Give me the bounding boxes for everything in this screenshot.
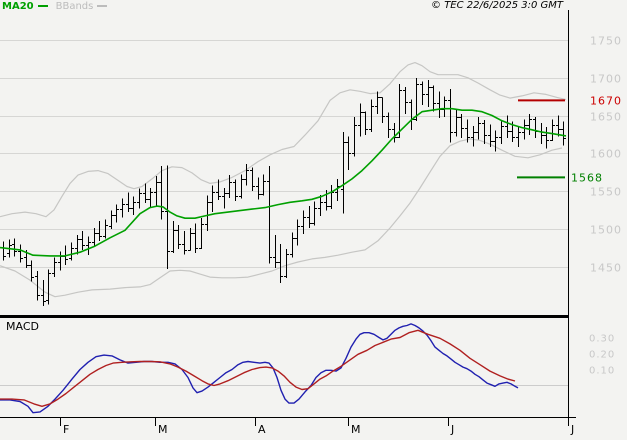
- month-label: M: [158, 423, 168, 436]
- month-label: M: [351, 423, 361, 436]
- macd-signal-line: [0, 329, 516, 407]
- month-label: A: [258, 423, 266, 436]
- ma20-line: [0, 107, 567, 257]
- support-level-label: 1568: [571, 171, 603, 184]
- macd-line: [0, 323, 519, 414]
- price-gridlines: 1750 1700 1650 1600 1550 1500 1450: [0, 35, 622, 275]
- bollinger-upper-line: [0, 61, 567, 218]
- resistance-level-label: 1670: [590, 94, 622, 107]
- price-axis-label: 1750: [590, 35, 622, 48]
- ohlc-bars: [1, 77, 566, 306]
- price-axis-label: 1450: [590, 262, 622, 275]
- bollinger-lower-line: [0, 138, 563, 298]
- macd-axis-label: 0.20: [589, 350, 615, 361]
- macd-panel-label: MACD: [6, 320, 39, 333]
- price-axis-label: 1500: [590, 224, 622, 237]
- legend-ma20-label: MA20: [2, 1, 34, 12]
- month-label: J: [570, 423, 574, 436]
- price-axis-label: 1550: [590, 186, 622, 199]
- price-axis-label: 1650: [590, 111, 622, 124]
- legend-bbands-label: BBands: [55, 1, 94, 12]
- price-axis-label: 1700: [590, 73, 622, 86]
- bbands-line-swatch: [97, 5, 108, 7]
- price-axis-label: 1600: [590, 148, 622, 161]
- month-label: J: [450, 423, 454, 436]
- macd-axis-label: 0.30: [589, 334, 615, 345]
- macd-axis-label: 0.10: [589, 366, 615, 377]
- panel-divider: [0, 315, 569, 318]
- legend: MA20 BBands: [2, 1, 115, 13]
- ma20-line-swatch: [37, 5, 48, 7]
- timestamp: © TEC 22/6/2025 3:0 GMT: [431, 0, 563, 11]
- month-label: F: [63, 423, 69, 436]
